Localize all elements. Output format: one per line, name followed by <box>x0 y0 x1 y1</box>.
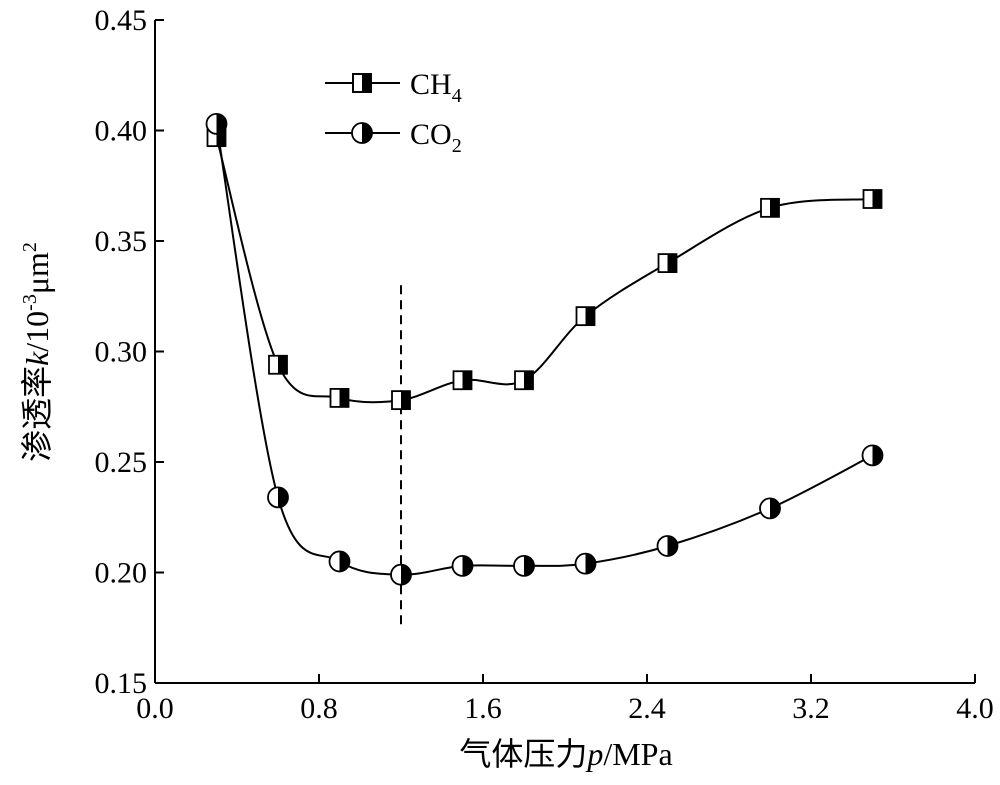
ch4-point <box>268 354 288 375</box>
y-tick-label: 0.25 <box>95 446 148 479</box>
ch4-point <box>329 388 350 408</box>
legend-co2-label: CO2 <box>410 118 462 157</box>
series-layer <box>205 112 884 586</box>
co2-point <box>861 444 884 467</box>
co2-point <box>656 535 679 557</box>
y-ticks: 0.15 0.20 0.25 0.30 0.35 0.40 0.45 <box>95 4 164 700</box>
x-ticks: 0.0 0.8 1.6 2.4 3.2 4.0 <box>136 674 994 725</box>
x-tick-label: 2.4 <box>628 692 666 725</box>
y-tick-label: 0.20 <box>95 557 148 590</box>
ch4-point <box>657 253 678 274</box>
ch4-point <box>391 390 411 411</box>
co2-point <box>267 486 289 509</box>
series-ch4 <box>206 127 883 411</box>
x-tick-label: 4.0 <box>956 692 994 725</box>
y-tick-label: 0.45 <box>95 4 148 37</box>
y-axis-title: 渗透率k/10-3μm2 <box>19 242 55 462</box>
x-tick-label: 0.0 <box>136 692 174 725</box>
series-co2 <box>205 112 884 586</box>
ch4-point <box>862 189 883 209</box>
co2-point <box>205 112 228 135</box>
legend: CH4 CO2 <box>325 68 462 157</box>
legend-item-ch4: CH4 <box>325 68 462 107</box>
legend-ch4-label: CH4 <box>410 68 462 107</box>
co2-point <box>513 554 535 577</box>
co2-point <box>574 552 597 575</box>
x-tick-label: 1.6 <box>464 692 502 725</box>
x-axis: 0.0 0.8 1.6 2.4 3.2 4.0 <box>136 674 994 725</box>
co2-point <box>328 550 351 573</box>
legend-ch4-marker <box>352 73 372 93</box>
ch4-point <box>452 370 473 391</box>
y-tick-label: 0.35 <box>95 225 148 258</box>
ch4-point <box>760 197 780 218</box>
y-tick-label: 0.30 <box>95 336 148 369</box>
series-line <box>215 136 873 404</box>
y-tick-label: 0.15 <box>95 667 148 700</box>
y-tick-label: 0.40 <box>95 115 148 148</box>
co2-point <box>390 563 412 586</box>
legend-co2-marker <box>351 122 373 144</box>
y-axis: 0.15 0.20 0.25 0.30 0.35 0.40 0.45 <box>95 4 164 700</box>
co2-point <box>759 497 781 520</box>
ch4-point <box>514 370 534 391</box>
ch4-point <box>575 306 596 327</box>
x-axis-title: 气体压力p/MPa <box>459 736 672 772</box>
co2-point <box>451 554 474 577</box>
legend-item-co2: CO2 <box>325 118 462 157</box>
x-tick-label: 3.2 <box>792 692 830 725</box>
x-tick-label: 0.8 <box>300 692 338 725</box>
